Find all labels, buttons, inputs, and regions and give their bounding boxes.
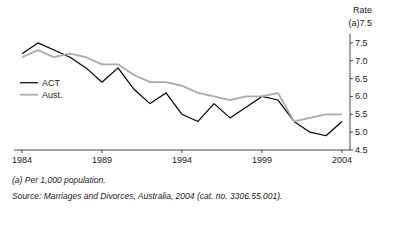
line-series	[22, 50, 342, 121]
x-tick-label: 1984	[12, 155, 32, 165]
y-tick-label: 4.5	[355, 145, 368, 155]
legend-swatch	[20, 94, 38, 96]
y-tick-label: 6.0	[355, 91, 368, 101]
y-tick	[350, 150, 353, 151]
x-tick-label: 1989	[92, 155, 112, 165]
y-tick	[350, 78, 353, 79]
y-tick	[350, 96, 353, 97]
y-axis-label: Rate	[353, 5, 372, 15]
annotation: Source: Marriages and Divorces, Australi…	[12, 191, 282, 201]
x-tick	[102, 150, 103, 153]
line-series	[22, 43, 342, 136]
x-tick	[182, 150, 183, 153]
annotation: (a)7.5	[348, 18, 372, 28]
chart: 1984 1989 1994 1999 20044.5 5.0 5.5 6.0 6.5 7.0 7.…	[0, 0, 397, 227]
legend-swatch	[20, 82, 38, 83]
legend-label: ACT	[42, 78, 61, 88]
annotation: (a) Per 1,000 population.	[12, 175, 106, 185]
x-tick-label: 1999	[252, 155, 272, 165]
legend: ACT Aust.	[20, 78, 63, 100]
y-tick-label: 7.5	[355, 38, 368, 48]
y-tick	[350, 132, 353, 133]
y-tick-label: 5.0	[355, 127, 368, 137]
y-tick-label: 7.0	[355, 56, 368, 66]
y-tick	[350, 114, 353, 115]
legend-label: Aust.	[42, 90, 63, 100]
y-tick	[350, 60, 353, 61]
y-tick-label: 6.5	[355, 74, 368, 84]
x-tick	[342, 150, 343, 153]
y-tick-label: 5.5	[355, 109, 368, 119]
plot-area	[22, 43, 342, 136]
x-tick	[22, 150, 23, 153]
y-tick	[350, 42, 353, 43]
x-tick-label: 1994	[172, 155, 192, 165]
x-tick-label: 2004	[332, 155, 352, 165]
x-tick	[262, 150, 263, 153]
